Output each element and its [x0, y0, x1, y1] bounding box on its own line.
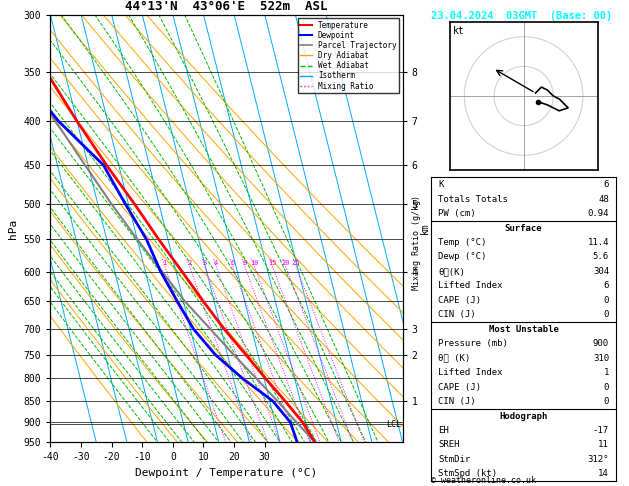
Text: 10: 10 — [250, 260, 259, 265]
Text: Hodograph: Hodograph — [499, 412, 548, 420]
Text: 15: 15 — [268, 260, 276, 265]
Text: 310: 310 — [593, 354, 609, 363]
Text: 0: 0 — [604, 397, 609, 406]
Text: 5.6: 5.6 — [593, 252, 609, 261]
Text: Totals Totals: Totals Totals — [438, 194, 508, 204]
Text: CIN (J): CIN (J) — [438, 397, 476, 406]
Text: 1: 1 — [162, 260, 167, 265]
Text: θᴇ(K): θᴇ(K) — [438, 267, 465, 276]
Text: 3: 3 — [203, 260, 207, 265]
Text: 0: 0 — [604, 296, 609, 305]
Y-axis label: km
ASL: km ASL — [420, 220, 442, 237]
Text: 6: 6 — [604, 180, 609, 189]
Text: K: K — [438, 180, 443, 189]
Text: StmDir: StmDir — [438, 455, 470, 464]
X-axis label: Dewpoint / Temperature (°C): Dewpoint / Temperature (°C) — [135, 468, 318, 478]
Text: Dewp (°C): Dewp (°C) — [438, 252, 487, 261]
Text: Pressure (mb): Pressure (mb) — [438, 339, 508, 348]
Title: 44°13'N  43°06'E  522m  ASL: 44°13'N 43°06'E 522m ASL — [125, 0, 328, 14]
Text: 48: 48 — [598, 194, 609, 204]
Text: 6: 6 — [230, 260, 235, 265]
Text: 14: 14 — [598, 469, 609, 478]
Text: EH: EH — [438, 426, 449, 435]
Text: 25: 25 — [291, 260, 300, 265]
Text: StmSpd (kt): StmSpd (kt) — [438, 469, 498, 478]
Text: 23.04.2024  03GMT  (Base: 00): 23.04.2024 03GMT (Base: 00) — [431, 11, 612, 21]
Text: 4: 4 — [214, 260, 218, 265]
Text: -17: -17 — [593, 426, 609, 435]
Text: Most Unstable: Most Unstable — [489, 325, 559, 334]
Text: 0.94: 0.94 — [587, 209, 609, 218]
Text: © weatheronline.co.uk: © weatheronline.co.uk — [431, 476, 536, 485]
Text: 312°: 312° — [587, 455, 609, 464]
Text: 11: 11 — [598, 440, 609, 450]
Text: 8: 8 — [242, 260, 247, 265]
Text: θᴇ (K): θᴇ (K) — [438, 354, 470, 363]
Text: SREH: SREH — [438, 440, 460, 450]
Text: Lifted Index: Lifted Index — [438, 368, 503, 377]
Text: 6: 6 — [604, 281, 609, 290]
Text: 900: 900 — [593, 339, 609, 348]
Text: 20: 20 — [281, 260, 289, 265]
Text: CIN (J): CIN (J) — [438, 310, 476, 319]
Text: CAPE (J): CAPE (J) — [438, 296, 481, 305]
Text: 1: 1 — [604, 368, 609, 377]
Text: CAPE (J): CAPE (J) — [438, 382, 481, 392]
Text: 11.4: 11.4 — [587, 238, 609, 247]
Text: 0: 0 — [604, 382, 609, 392]
Text: Mixing Ratio (g/kg): Mixing Ratio (g/kg) — [412, 195, 421, 291]
Text: LCL: LCL — [386, 420, 401, 429]
Text: Lifted Index: Lifted Index — [438, 281, 503, 290]
Text: kt: kt — [452, 26, 464, 36]
Text: Temp (°C): Temp (°C) — [438, 238, 487, 247]
Legend: Temperature, Dewpoint, Parcel Trajectory, Dry Adiabat, Wet Adiabat, Isotherm, Mi: Temperature, Dewpoint, Parcel Trajectory… — [298, 18, 399, 93]
Text: 0: 0 — [604, 310, 609, 319]
Text: PW (cm): PW (cm) — [438, 209, 476, 218]
Y-axis label: hPa: hPa — [8, 218, 18, 239]
Text: Surface: Surface — [505, 224, 542, 232]
Text: 304: 304 — [593, 267, 609, 276]
Text: 2: 2 — [187, 260, 191, 265]
